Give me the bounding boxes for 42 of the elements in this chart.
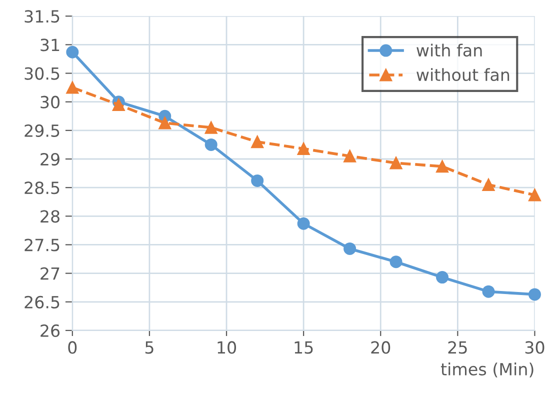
point bbox=[528, 188, 541, 202]
y-tick-label: 31.5 bbox=[24, 10, 60, 23]
point bbox=[436, 160, 449, 173]
point bbox=[436, 271, 449, 284]
point bbox=[158, 116, 172, 130]
x-tick-label: 10 bbox=[218, 341, 236, 354]
y-tick-label: 26.5 bbox=[24, 296, 60, 308]
point bbox=[251, 174, 264, 187]
x-tick-label: 5 bbox=[145, 341, 154, 354]
y-tick-label: 29.5 bbox=[24, 124, 60, 137]
point bbox=[344, 242, 356, 255]
point bbox=[390, 156, 402, 170]
point bbox=[66, 46, 79, 58]
x-tick-label: 20 bbox=[371, 341, 390, 354]
y-tick-label: 28 bbox=[40, 210, 60, 223]
point bbox=[112, 98, 125, 111]
point bbox=[297, 142, 310, 155]
y-tick-label: 27 bbox=[40, 267, 60, 280]
x-tick-label: 15 bbox=[294, 341, 313, 354]
point bbox=[204, 138, 218, 151]
y-tick-label: 30 bbox=[40, 96, 60, 108]
point bbox=[482, 178, 495, 191]
point bbox=[204, 121, 218, 134]
x-tick-label: 0 bbox=[68, 341, 77, 354]
y-tick-label: 30.5 bbox=[24, 67, 60, 80]
y-tick-label: 29 bbox=[40, 152, 60, 166]
legend-label: without fan bbox=[416, 68, 510, 82]
point bbox=[251, 136, 264, 148]
x-tick-label: 30 bbox=[525, 341, 544, 354]
point bbox=[344, 150, 356, 162]
x-tick-label: 25 bbox=[448, 341, 467, 354]
point bbox=[297, 217, 310, 230]
y-tick-label: 26 bbox=[40, 324, 60, 338]
point bbox=[390, 256, 402, 268]
y-tick-label: 31 bbox=[40, 38, 60, 52]
point bbox=[66, 81, 79, 94]
point bbox=[482, 285, 495, 298]
point bbox=[528, 288, 541, 301]
y-tick-label: 28.5 bbox=[24, 182, 60, 194]
y-tick-label: 27.5 bbox=[24, 238, 60, 252]
legend-label: with fan bbox=[416, 44, 482, 57]
x-axis-title: times (Min) bbox=[440, 362, 534, 378]
